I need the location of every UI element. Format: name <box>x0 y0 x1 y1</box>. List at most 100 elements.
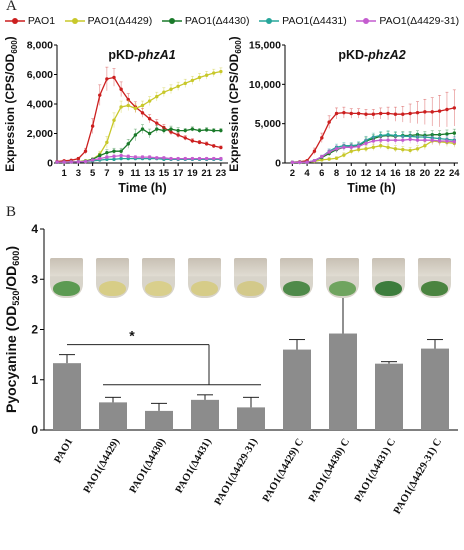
data-point <box>364 147 368 151</box>
data-point <box>140 103 145 108</box>
culture-tube-photo <box>418 258 451 298</box>
data-point <box>327 120 331 124</box>
y-tick-label: 1 <box>31 373 38 387</box>
bar <box>375 363 403 430</box>
data-point <box>204 142 209 146</box>
bar <box>191 399 219 430</box>
legend: PAO1 PAO1(Δ4429) PAO1(Δ4430) PAO1(Δ4431) PAO… <box>0 12 464 30</box>
series-line <box>56 70 222 163</box>
series-PAO1 <box>290 89 457 164</box>
legend-swatch <box>356 16 377 26</box>
data-point <box>204 73 209 77</box>
legend-swatch <box>259 16 280 26</box>
y-tick-label: 3 <box>31 272 38 286</box>
culture-tube-photo <box>50 258 83 298</box>
data-point <box>320 155 324 159</box>
y-tick-label: 2 <box>31 323 38 337</box>
data-point <box>290 160 295 165</box>
x-tick-label: 1 <box>61 168 67 179</box>
legend-item: PAO1(Δ4431) <box>259 15 347 27</box>
data-point <box>312 149 317 153</box>
y-axis-label: Expression (CPS/OD600) <box>227 36 243 171</box>
data-point <box>334 156 339 160</box>
data-point <box>334 111 339 116</box>
data-point <box>349 145 353 149</box>
data-point <box>415 138 420 142</box>
bar <box>283 349 311 430</box>
x-tick-label: 14 <box>375 168 386 179</box>
data-point <box>126 142 130 146</box>
data-point <box>69 160 73 164</box>
data-point <box>423 138 427 142</box>
data-point <box>183 128 187 133</box>
data-point <box>437 109 442 113</box>
bar <box>329 333 357 430</box>
legend-swatch <box>64 16 85 26</box>
series-PAO1(Δ4429) <box>55 67 223 164</box>
data-point <box>401 147 405 152</box>
data-point <box>155 94 159 99</box>
data-point <box>197 128 202 133</box>
data-point <box>140 111 145 115</box>
significance-asterisk: * <box>129 328 135 344</box>
bar <box>99 402 127 430</box>
data-point <box>105 155 109 159</box>
y-tick-label: 5,000 <box>255 118 281 130</box>
y-tick-label: 8,000 <box>27 40 53 52</box>
data-point <box>112 118 116 122</box>
data-point <box>197 75 202 80</box>
data-point <box>379 111 383 116</box>
data-point <box>452 140 457 144</box>
data-point <box>305 160 309 164</box>
y-tick-label: 4,000 <box>27 99 53 111</box>
data-point <box>219 156 223 161</box>
x-tick-label: 23 <box>216 168 227 179</box>
data-point <box>169 156 173 161</box>
panel-label-b: B <box>6 204 17 220</box>
data-point <box>162 128 166 133</box>
x-tick-label: 6 <box>319 168 324 179</box>
data-point <box>386 111 390 116</box>
data-point <box>364 141 368 146</box>
data-point <box>342 110 346 115</box>
x-tick-label: 9 <box>118 168 123 179</box>
bar <box>53 363 81 430</box>
data-point <box>155 121 159 125</box>
data-point <box>190 139 195 143</box>
data-point <box>437 139 442 143</box>
data-point <box>112 154 116 159</box>
bar <box>237 407 265 430</box>
data-point <box>83 159 88 164</box>
data-point <box>204 128 209 132</box>
series-PAO1(Δ4430) <box>55 124 223 164</box>
data-point <box>423 110 427 114</box>
data-point <box>371 139 376 143</box>
x-tick-label: 18 <box>405 168 416 179</box>
legend-item: PAO1(Δ4429-31) <box>356 15 459 27</box>
bar <box>421 348 449 430</box>
x-tick-label: 13 <box>144 168 155 179</box>
data-point <box>119 87 123 91</box>
data-point <box>219 128 223 133</box>
y-tick-label: 4 <box>31 222 38 236</box>
data-point <box>98 153 102 158</box>
data-point <box>162 90 166 94</box>
x-tick-label: 2 <box>290 168 295 179</box>
data-point <box>408 137 412 142</box>
y-tick-label: 2,000 <box>27 128 53 140</box>
data-point <box>415 147 420 151</box>
data-point <box>126 103 130 108</box>
y-axis-label: Pyocyanine (OD520/OD600) <box>3 246 21 413</box>
data-point <box>393 138 398 142</box>
data-point <box>219 145 223 150</box>
data-point <box>176 128 180 133</box>
y-tick-label: 0 <box>47 158 53 170</box>
data-point <box>430 138 434 142</box>
data-point <box>76 160 81 164</box>
data-point <box>190 127 195 131</box>
x-tick-label: 11 <box>130 168 141 179</box>
data-point <box>83 149 88 153</box>
data-point <box>219 69 223 74</box>
data-point <box>112 75 116 80</box>
